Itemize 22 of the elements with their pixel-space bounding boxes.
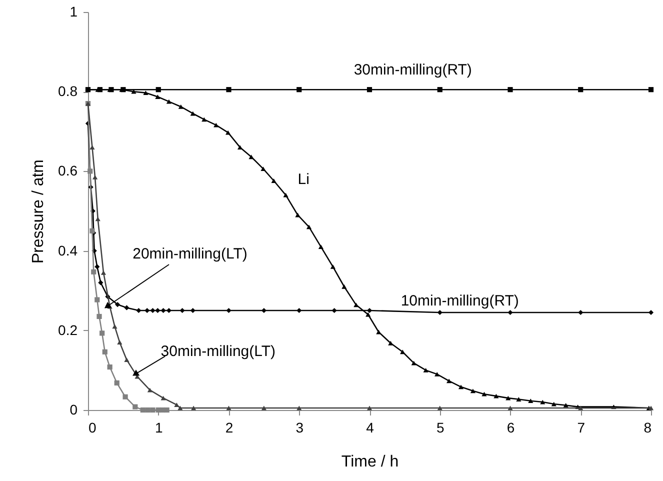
y-tick-label: 0.8 bbox=[58, 83, 78, 100]
x-tick-label: 6 bbox=[506, 420, 515, 436]
x-tick-label: 8 bbox=[644, 420, 652, 436]
x-tick-label: 7 bbox=[577, 420, 586, 436]
y-axis-title: Pressure / atm bbox=[30, 159, 48, 264]
annotation: 30min-milling(LT) bbox=[160, 343, 276, 360]
x-tick-label: 2 bbox=[225, 420, 234, 436]
y-tick-label: 0.2 bbox=[58, 322, 78, 338]
x-tick-label: 3 bbox=[296, 420, 304, 436]
series-label: 10min-milling(RT) bbox=[400, 292, 519, 310]
series-label: Li bbox=[298, 171, 310, 188]
series-label: 30min-milling(RT) bbox=[354, 62, 472, 79]
y-tick-label: 0.4 bbox=[58, 242, 78, 258]
x-tick-label: 1 bbox=[154, 420, 163, 436]
x-tick-label: 0 bbox=[88, 420, 96, 436]
y-tick-label: 0 bbox=[70, 402, 78, 418]
x-axis-title: Time / h bbox=[341, 454, 399, 470]
annotation: 20min-milling(LT) bbox=[132, 246, 248, 263]
y-tick-label: 1 bbox=[70, 4, 78, 20]
y-tick-label: 0.6 bbox=[58, 162, 78, 179]
x-tick-label: 4 bbox=[366, 420, 374, 436]
x-tick-label: 5 bbox=[436, 420, 444, 436]
